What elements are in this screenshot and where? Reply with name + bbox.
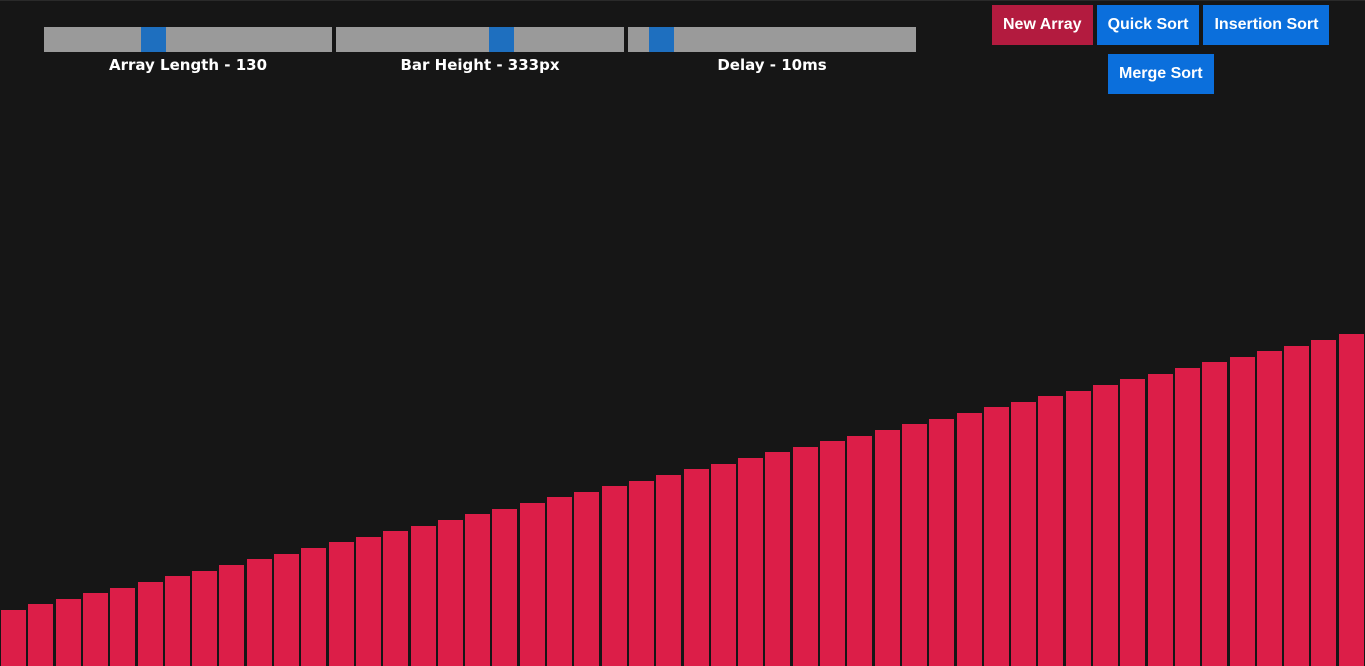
array-bar [520,503,545,666]
delay-label: Delay - 10ms [717,56,827,74]
array-bar [110,588,135,666]
insertion-sort-button[interactable]: Insertion Sort [1203,5,1330,45]
array-bar [492,509,517,666]
sort-buttons-row: New Array Quick Sort Insertion Sort [992,5,1330,45]
array-bar [1066,391,1091,666]
array-bar [793,447,818,666]
array-bar [547,497,572,666]
array-bar [1093,385,1118,666]
array-bar [847,436,872,666]
array-bar [219,565,244,666]
array-bar [356,537,381,666]
array-bar [1339,334,1364,666]
array-bars-visualization [0,326,1365,666]
array-bar [711,464,736,666]
bar-height-slider[interactable] [336,27,624,52]
array-bar [138,582,163,666]
array-bar [820,441,845,666]
array-bar [383,531,408,666]
array-bar [1311,340,1336,666]
array-bar [1230,357,1255,666]
array-bar [1038,396,1063,666]
array-length-slider-thumb[interactable] [141,27,166,52]
array-bar [56,599,81,666]
array-bar [602,486,627,666]
array-bar [738,458,763,666]
array-bar [984,407,1009,666]
bar-height-slider-thumb[interactable] [489,27,514,52]
array-bar [656,475,681,666]
array-length-label: Array Length - 130 [108,56,268,74]
new-array-button[interactable]: New Array [992,5,1093,45]
array-bar [1011,402,1036,666]
array-bar [1175,368,1200,666]
array-bar [957,413,982,666]
array-bar [274,554,299,666]
array-bar [465,514,490,666]
array-bar [929,419,954,666]
array-bar [765,452,790,666]
array-bar [1120,379,1145,666]
controls-panel: Array Length - 130 Bar Height - 333px De… [44,27,916,75]
bar-height-label: Bar Height - 333px [400,56,560,74]
array-bar [902,424,927,666]
array-bar [574,492,599,666]
merge-sort-button[interactable]: Merge Sort [1108,54,1214,94]
array-bar [1202,362,1227,666]
array-bar [192,571,217,666]
array-bar [1148,374,1173,666]
array-bar [875,430,900,666]
array-bar [329,542,354,666]
array-bar [83,593,108,666]
sort-buttons-row-2: Merge Sort [1108,54,1214,94]
array-length-slider[interactable] [44,27,332,52]
array-bar [411,526,436,666]
array-bar [1257,351,1282,666]
array-bar [301,548,326,666]
array-bar [247,559,272,666]
array-bar [684,469,709,666]
array-bar [28,604,53,666]
delay-slider-thumb[interactable] [649,27,674,52]
array-bar [1,610,26,666]
array-length-control: Array Length - 130 [44,27,332,75]
quick-sort-button[interactable]: Quick Sort [1096,5,1200,45]
array-bar [438,520,463,666]
array-bar [165,576,190,666]
array-bar [629,481,654,666]
delay-control: Delay - 10ms [628,27,916,75]
delay-slider[interactable] [628,27,916,52]
bar-height-control: Bar Height - 333px [336,27,624,75]
array-bar [1284,346,1309,666]
